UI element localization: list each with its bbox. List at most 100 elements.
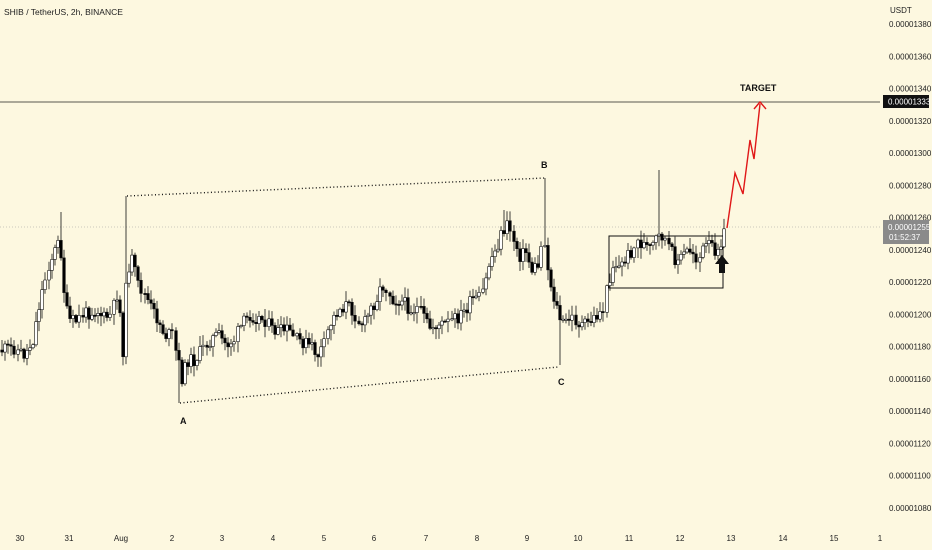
label-b: B	[541, 160, 548, 170]
candle-up	[366, 314, 370, 317]
candle-up	[130, 254, 134, 273]
candle-up	[267, 318, 271, 327]
candle-down	[6, 343, 10, 346]
x-tick-label: 5	[322, 534, 327, 543]
candle-up	[19, 348, 23, 351]
y-tick-label: 0.00001080	[889, 504, 932, 513]
candle-down	[360, 323, 364, 326]
candle-up	[676, 259, 680, 265]
candle-down	[508, 220, 512, 232]
candle-up	[487, 266, 491, 279]
candle-up	[543, 245, 547, 247]
candle-up	[403, 297, 407, 302]
candle-down	[81, 314, 85, 318]
candle-up	[53, 247, 57, 260]
label-c: C	[558, 377, 565, 387]
candle-down	[220, 330, 224, 339]
x-tick-label: 9	[525, 534, 530, 543]
candle-down	[710, 240, 714, 244]
candle-down	[527, 252, 531, 263]
candle-down	[335, 314, 339, 317]
candle-down	[74, 315, 78, 323]
candle-up	[47, 270, 51, 281]
candle-down	[530, 261, 534, 273]
candle-up	[124, 282, 128, 358]
candle-down	[673, 246, 677, 265]
breakout-arrow-icon	[715, 255, 729, 273]
candle-up	[127, 271, 131, 284]
y-tick-label: 0.00001220	[889, 278, 932, 287]
time-axis[interactable]: 30 31 Aug 2 3 4 5 6 7 8 9 10 11 12 13 14 15 1	[16, 534, 883, 543]
candle-down	[660, 233, 664, 241]
candle-down	[667, 237, 671, 245]
candle-up	[84, 307, 88, 318]
candle-down	[518, 248, 522, 262]
candle-down	[422, 306, 426, 314]
candles-group	[0, 170, 726, 403]
candle-down	[536, 263, 540, 268]
price-axis[interactable]: 0.00001380 0.00001360 0.00001340 0.00001320…	[889, 20, 932, 513]
candle-down	[22, 348, 26, 359]
candle-up	[570, 314, 574, 321]
candle-down	[121, 312, 125, 357]
candle-up	[459, 310, 463, 324]
candle-up	[201, 344, 205, 347]
x-tick-label: 3	[220, 534, 225, 543]
candle-down	[133, 254, 137, 268]
candle-down	[143, 293, 147, 295]
candle-down	[350, 301, 354, 316]
candle-down	[434, 327, 438, 330]
candle-down	[139, 279, 143, 294]
candle-down	[99, 312, 103, 317]
candle-down	[254, 321, 258, 324]
candle-up	[583, 318, 587, 323]
y-tick-label: 0.00001360	[889, 52, 932, 61]
candle-down	[357, 320, 361, 325]
target-zigzag-arrow[interactable]	[726, 103, 761, 229]
candle-up	[344, 301, 348, 313]
candle-down	[558, 305, 562, 321]
candle-down	[245, 315, 249, 318]
candle-up	[326, 329, 330, 339]
candle-down	[419, 305, 423, 308]
candle-up	[561, 318, 565, 321]
x-tick-label: 11	[625, 534, 634, 543]
candle-up	[195, 360, 199, 366]
candle-up	[77, 314, 81, 323]
candle-down	[0, 349, 4, 353]
candle-down	[384, 289, 388, 294]
x-tick-label: 13	[727, 534, 736, 543]
candle-down	[146, 293, 150, 300]
candle-down	[282, 324, 286, 332]
candle-up	[16, 349, 20, 355]
candle-down	[226, 342, 230, 348]
currency-label: USDT	[890, 6, 912, 15]
candle-up	[236, 326, 240, 342]
candle-down	[595, 314, 599, 320]
x-tick-label: 2	[170, 534, 175, 543]
candle-up	[437, 324, 441, 330]
candle-down	[397, 303, 401, 306]
candle-up	[496, 248, 500, 252]
candle-down	[586, 318, 590, 322]
candle-up	[663, 237, 667, 241]
candle-countdown-text: 01:52:37	[889, 233, 921, 242]
candle-down	[391, 295, 395, 305]
candle-down	[192, 354, 196, 367]
candle-down	[645, 242, 649, 245]
candle-down	[155, 308, 159, 324]
label-target: TARGET	[740, 83, 777, 93]
x-tick-label: 1	[878, 534, 883, 543]
candle-down	[164, 333, 168, 339]
candle-down	[118, 299, 122, 314]
candle-up	[56, 240, 60, 248]
candle-down	[574, 314, 578, 326]
candle-up	[198, 346, 202, 361]
channel-lower-line[interactable]	[179, 366, 559, 404]
candle-up	[375, 301, 379, 311]
target-price-tag	[883, 95, 929, 108]
candle-up	[43, 279, 47, 290]
candle-down	[316, 354, 320, 358]
candle-down	[205, 344, 209, 348]
